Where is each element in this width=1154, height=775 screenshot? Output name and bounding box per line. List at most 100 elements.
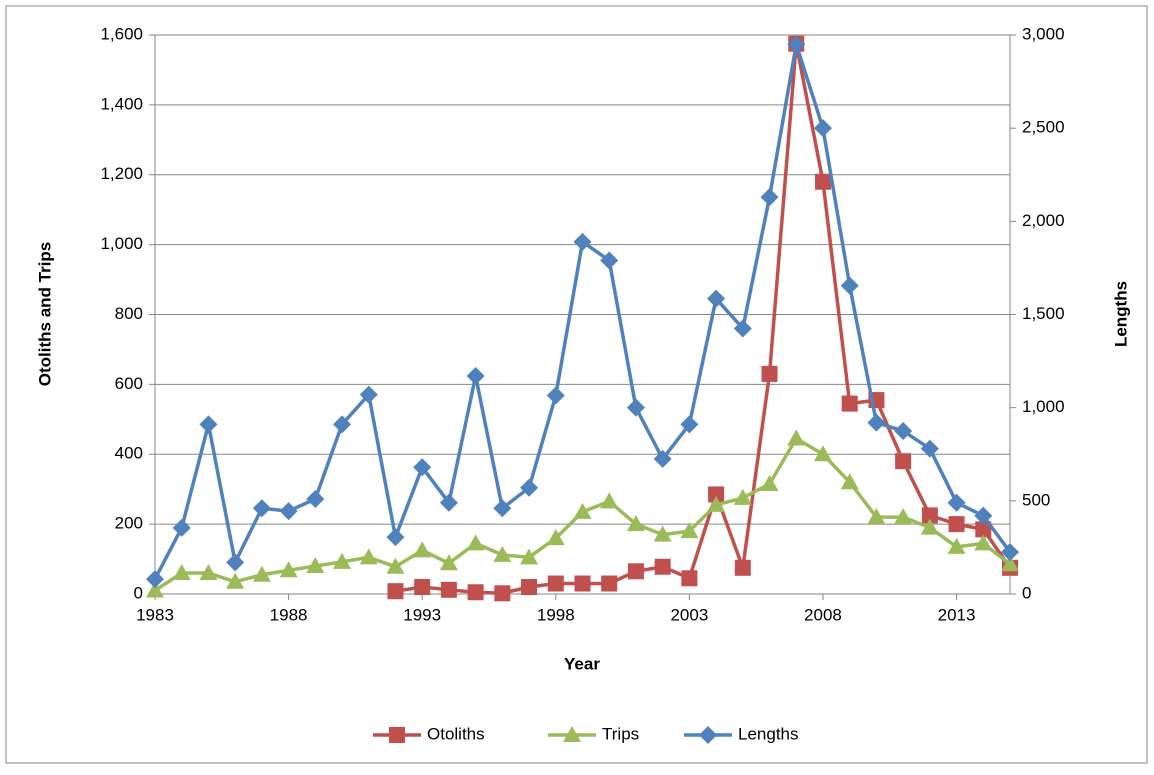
data-point: [867, 508, 886, 525]
y2-tick-label: 3,000: [1022, 24, 1065, 43]
data-point: [974, 534, 993, 551]
data-point: [1001, 555, 1019, 572]
data-point: [494, 585, 511, 602]
data-point: [333, 552, 352, 569]
x-tick-label: 2008: [804, 605, 842, 624]
data-point: [626, 515, 645, 532]
data-point: [680, 415, 699, 434]
data-point: [573, 502, 592, 519]
legend-label: Otoliths: [427, 724, 485, 743]
data-point: [627, 563, 644, 580]
data-point: [359, 385, 378, 404]
y2-tick-label: 2,000: [1022, 211, 1065, 230]
data-point: [546, 386, 565, 405]
data-point: [306, 557, 325, 574]
data-point: [520, 548, 539, 565]
data-point: [600, 251, 619, 270]
data-point: [707, 289, 726, 308]
data-point: [840, 276, 859, 295]
y-tick-label: 200: [115, 514, 143, 533]
data-point: [226, 572, 245, 589]
data-point: [894, 508, 913, 525]
data-point: [761, 365, 778, 382]
data-point: [252, 565, 271, 582]
x-tick-label: 1998: [537, 605, 575, 624]
data-point: [306, 489, 325, 508]
data-point: [867, 413, 886, 432]
y-tick-label: 1,600: [100, 24, 143, 43]
data-point: [386, 528, 405, 547]
data-point: [146, 570, 164, 589]
y-tick-label: 400: [115, 444, 143, 463]
data-point: [413, 458, 432, 477]
data-point: [787, 35, 806, 54]
y-tick-label: 600: [115, 374, 143, 393]
y2-tick-label: 1,500: [1022, 304, 1065, 323]
data-point: [947, 537, 966, 554]
data-point: [813, 445, 832, 462]
data-point: [921, 507, 938, 524]
data-point: [814, 173, 831, 190]
x-tick-label: 2013: [938, 605, 976, 624]
y2-tick-label: 1,000: [1022, 397, 1065, 416]
data-point: [894, 421, 913, 440]
data-point: [947, 493, 966, 512]
data-point: [467, 584, 484, 601]
x-tick-label: 1993: [403, 605, 441, 624]
legend-label: Trips: [602, 724, 639, 743]
data-point: [172, 564, 191, 581]
data-point: [787, 429, 806, 446]
data-point: [760, 474, 779, 491]
data-point: [199, 415, 218, 434]
data-point: [226, 553, 245, 572]
data-point: [733, 488, 752, 505]
data-point: [146, 581, 164, 598]
x-tick-label: 1983: [136, 605, 174, 624]
data-point: [493, 499, 512, 518]
data-point: [520, 478, 539, 497]
data-point: [681, 570, 698, 587]
data-point: [654, 558, 671, 575]
data-point: [601, 575, 618, 592]
data-point: [359, 548, 378, 565]
data-point: [653, 449, 672, 468]
y2-axis-title: Lengths: [1111, 281, 1130, 347]
y2-tick-label: 2,500: [1022, 118, 1065, 137]
data-point: [279, 561, 298, 578]
y-tick-label: 1,000: [100, 234, 143, 253]
data-point: [573, 232, 592, 251]
data-point: [413, 541, 432, 558]
legend-marker: [389, 727, 405, 743]
x-tick-label: 2003: [670, 605, 708, 624]
data-point: [733, 319, 752, 338]
data-point: [626, 398, 645, 417]
data-point: [414, 579, 431, 596]
data-point: [600, 492, 619, 509]
data-point: [521, 579, 538, 596]
data-point: [653, 525, 672, 542]
x-axis-title: Year: [564, 654, 600, 673]
y-tick-label: 1,200: [100, 164, 143, 183]
y2-tick-label: 500: [1022, 490, 1050, 509]
data-point: [841, 395, 858, 412]
data-point: [680, 522, 699, 539]
data-point: [547, 575, 564, 592]
data-point: [440, 581, 457, 598]
data-point: [546, 529, 565, 546]
data-point: [895, 453, 912, 470]
x-tick-label: 1988: [270, 605, 308, 624]
data-point: [439, 493, 458, 512]
data-point: [975, 521, 992, 538]
data-point: [840, 473, 859, 490]
y2-tick-label: 0: [1022, 583, 1031, 602]
data-point: [252, 499, 271, 518]
data-point: [386, 557, 405, 574]
y-tick-label: 0: [134, 583, 143, 602]
data-point: [439, 554, 458, 571]
data-point: [948, 516, 965, 533]
data-point: [813, 119, 832, 138]
data-point: [920, 518, 939, 535]
data-point: [172, 518, 191, 537]
legend-marker: [563, 726, 581, 742]
